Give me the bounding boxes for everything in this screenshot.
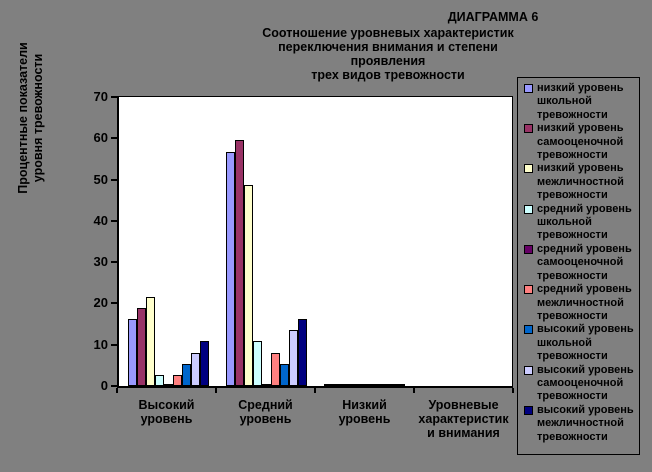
category-label: Низкий уровень	[338, 398, 391, 426]
y-axis-tick-label: 60	[93, 130, 108, 146]
bar	[333, 384, 343, 386]
legend-item: низкий уровень межличностной тревожности	[524, 162, 637, 202]
y-axis-title-line: уровня тревожности	[31, 53, 45, 183]
bar-group	[414, 97, 512, 386]
bar	[288, 330, 298, 386]
legend-swatch-icon	[524, 365, 533, 375]
bar	[172, 374, 182, 386]
chart-subtitle-line: переключения внимания и степени проявлен…	[278, 40, 498, 68]
bar	[234, 140, 244, 386]
bar	[190, 352, 200, 386]
plot-area	[117, 96, 513, 388]
y-axis-tick-label: 30	[93, 254, 108, 270]
category-label: Средний уровень	[238, 398, 293, 426]
bar	[297, 319, 307, 386]
legend-item: средний уровень самооценочной тревожност…	[524, 243, 637, 283]
bar	[136, 307, 146, 386]
y-axis-tick-mark	[111, 96, 117, 98]
legend-swatch-icon	[524, 244, 533, 254]
legend-label: высокий уровень самооценочной тревожност…	[537, 363, 634, 403]
y-axis-tick-mark	[111, 343, 117, 346]
bar	[369, 384, 379, 386]
bar	[387, 384, 397, 386]
bar	[324, 384, 334, 386]
y-axis-tick-label: 70	[93, 89, 108, 104]
legend-item: высокий уровень межличностной тревожност…	[524, 404, 637, 444]
y-axis-tick-label: 20	[93, 295, 108, 311]
y-axis-tick-label: 50	[93, 171, 108, 187]
legend-box: низкий уровень школьной тревожности низки…	[517, 77, 640, 455]
bar	[154, 374, 164, 386]
bar	[279, 363, 289, 386]
legend-item: средний уровень межличностной тревожност…	[524, 283, 637, 323]
legend-swatch-icon	[524, 84, 533, 93]
y-axis-tick-mark	[111, 261, 117, 264]
legend-swatch-icon	[524, 124, 533, 134]
y-axis-tick-mark	[111, 137, 117, 140]
x-axis-tick-mark	[116, 388, 118, 393]
bar-group	[119, 97, 217, 386]
y-axis-title: Процентные показатели уровня тревожности	[16, 28, 48, 208]
bar-group	[217, 97, 315, 386]
y-axis-title-line: Процентные показатели	[16, 42, 30, 194]
bar	[145, 296, 155, 386]
bar	[396, 384, 406, 386]
legend-swatch-icon	[524, 204, 533, 214]
legend-label: низкий уровень школьной тревожности	[537, 82, 624, 121]
legend-swatch-icon	[524, 405, 533, 415]
bar	[261, 384, 271, 386]
y-axis-tick-mark	[111, 178, 117, 181]
legend-label: низкий уровень самооценочной тревожности	[537, 122, 624, 162]
bar	[243, 185, 253, 386]
bar	[378, 384, 388, 386]
chart-subtitle: Соотношение уровневых характеристик пере…	[240, 26, 536, 82]
bar	[163, 384, 173, 386]
bar	[252, 341, 262, 386]
bar	[360, 384, 370, 386]
bar	[199, 341, 209, 386]
legend-label: средний уровень школьной тревожности	[537, 202, 632, 242]
y-axis-tick-mark	[111, 219, 117, 222]
chart-subtitle-line: Соотношение уровневых характеристик	[262, 26, 514, 40]
legend-item: высокий уровень самооценочной тревожност…	[524, 364, 637, 404]
bar	[342, 384, 352, 386]
bar	[127, 319, 137, 386]
x-axis-tick-mark	[215, 388, 217, 393]
legend-swatch-icon	[524, 325, 533, 335]
bar	[181, 363, 191, 386]
bar	[351, 384, 361, 386]
chart-title: ДИАГРАММА 6	[447, 10, 539, 24]
legend-label: средний уровень самооценочной тревожност…	[537, 242, 632, 282]
x-axis-tick-mark	[413, 388, 415, 393]
y-axis-tick-label: 40	[93, 212, 108, 228]
y-axis-tick-label: 10	[93, 336, 108, 352]
legend-item: высокий уровень школьной тревожности	[524, 323, 637, 363]
legend-label: высокий уровень школьной тревожности	[537, 323, 634, 363]
legend-swatch-icon	[524, 285, 533, 295]
bar-group	[316, 97, 414, 386]
bar	[270, 352, 280, 386]
y-axis-tick-mark	[111, 385, 117, 387]
legend-label: низкий уровень межличностной тревожности	[537, 162, 624, 202]
legend-label: высокий уровень межличностной тревожност…	[537, 403, 634, 443]
y-axis-tick-label: 0	[100, 378, 108, 393]
bar-groups	[119, 97, 512, 386]
x-axis-tick-mark	[512, 388, 514, 393]
legend-item: средний уровень школьной тревожности	[524, 203, 637, 243]
bar	[225, 151, 235, 386]
x-axis-tick-mark	[314, 388, 316, 393]
y-axis-tick-mark	[111, 302, 117, 305]
legend-item: низкий уровень самооценочной тревожности	[524, 122, 637, 162]
category-label: Высокий уровень	[138, 398, 195, 426]
category-label: Уровневые характеристик и внимания	[418, 398, 509, 440]
legend-item: низкий уровень школьной тревожности	[524, 82, 637, 122]
legend-label: средний уровень межличностной тревожност…	[537, 283, 632, 322]
chart-subtitle-line: трех видов тревожности	[311, 68, 465, 82]
legend-swatch-icon	[524, 164, 533, 174]
